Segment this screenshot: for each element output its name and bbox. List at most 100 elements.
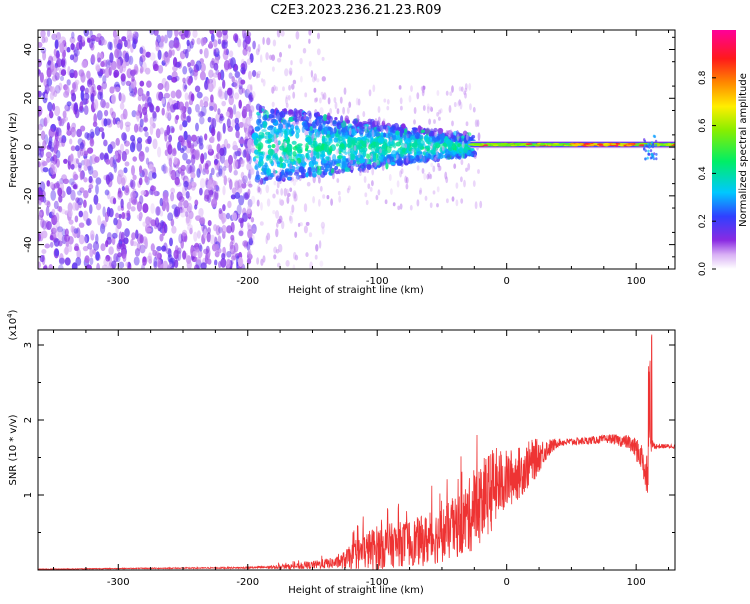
spectrogram-cell [231, 187, 237, 195]
spectrogram-cell [120, 243, 127, 251]
spectrogram-cell [259, 187, 262, 195]
spectrogram-cell [166, 101, 171, 112]
spectrogram-cell [377, 106, 381, 113]
spectrogram-cell [148, 164, 154, 172]
spectrogram-cell [152, 138, 158, 150]
spectrogram-cell [287, 119, 291, 127]
spectrogram-cell [182, 81, 187, 93]
spectrogram-cell [55, 212, 60, 223]
spectrogram-cell [145, 227, 152, 233]
spectrogram-cell [188, 67, 193, 74]
x-tick-label: -100 [366, 577, 389, 588]
spectrogram-cell [70, 163, 75, 170]
spectrogram-cell [419, 187, 423, 193]
spectrogram-cell [438, 116, 441, 121]
spectrogram-cell [108, 208, 114, 218]
spectrogram-cell [200, 153, 205, 165]
spectrogram-cell [338, 195, 342, 203]
spectrogram-cell [299, 57, 303, 65]
spectrogram-cell [223, 59, 230, 71]
spectrogram-cell [205, 168, 210, 175]
spectrogram-cell [392, 142, 397, 149]
spectrogram-cell [250, 168, 255, 175]
spectrogram-cell [444, 171, 448, 180]
spectrogram-cell [333, 137, 339, 143]
spectrogram-cell [55, 220, 60, 231]
spectrogram-cell [182, 152, 188, 161]
spectrogram-cell [644, 157, 647, 161]
spectrogram-cell [285, 96, 288, 105]
spectrogram-cell [309, 126, 313, 131]
spectrogram-cell [429, 202, 433, 209]
spectrogram-cell [193, 72, 198, 81]
spectrogram-cell [38, 161, 41, 168]
spectrogram-cell [203, 228, 207, 239]
spectrogram-cell [386, 142, 391, 147]
spectrogram-cell [279, 111, 284, 118]
spectrogram-cell [367, 125, 372, 130]
spectrogram-cell [185, 115, 191, 123]
spectrogram-cell [232, 140, 238, 150]
spectrogram-cell [620, 143, 627, 145]
spectrogram-cell [272, 170, 278, 174]
spectrogram-cell [221, 167, 226, 179]
spectrogram-cell [262, 121, 268, 129]
spectrogram-cell [293, 196, 298, 202]
spectrogram-cell [40, 130, 46, 141]
spectrogram-cell [425, 137, 430, 145]
spectrogram-cell [70, 189, 76, 201]
spectrogram-cell [252, 69, 257, 78]
spectrogram-cell [64, 105, 71, 113]
spectrogram-cell [338, 139, 343, 145]
spectrogram-cell [139, 68, 144, 74]
spectrogram-cell [207, 227, 211, 235]
spectrogram-cell [191, 181, 195, 187]
spectrogram-cell [205, 247, 211, 259]
spectrogram-cell [377, 137, 384, 144]
spectrogram-cell [135, 229, 139, 240]
spectrogram-cell [273, 170, 276, 178]
spectrogram-cell [273, 133, 277, 142]
figure-title: C2E3.2023.236.21.23.R09 [270, 3, 441, 18]
spectrogram-cell [229, 241, 234, 250]
spectrogram-cell [319, 107, 324, 115]
spectrogram-cell [338, 146, 342, 152]
spectrogram-cell [307, 149, 312, 154]
spectrogram-cell [141, 49, 147, 58]
spectrogram-cell [115, 137, 120, 146]
spectrogram-cell [447, 132, 451, 139]
spectrogram-cell [45, 151, 52, 158]
spectrogram-cell [370, 151, 376, 156]
spectrogram-cell [362, 120, 368, 125]
spectrogram-cell [99, 223, 106, 234]
spectrogram-cell [310, 167, 316, 173]
spectrogram-cell [427, 171, 431, 180]
spectrogram-cell [209, 30, 215, 35]
spectrogram-cell [61, 137, 66, 148]
spectrogram-cell [325, 164, 331, 172]
spectrogram-cell [122, 108, 128, 120]
spectrogram-cell [107, 143, 113, 154]
spectrogram-cell [242, 30, 247, 39]
spectrogram-cell [187, 77, 192, 86]
spectrogram-cell [131, 110, 137, 118]
spectrogram-cell [155, 44, 160, 52]
spectrogram-cell [446, 198, 449, 204]
spectrogram-cell [77, 162, 82, 169]
spectrogram-cell [51, 86, 56, 96]
spectrogram-cell [69, 54, 75, 61]
spectrogram-cell [214, 190, 219, 201]
spectrogram-cell [87, 165, 92, 171]
spectrogram-cell [168, 40, 175, 49]
spectrogram-cell [192, 69, 199, 77]
spectrogram-cell [424, 128, 430, 134]
spectrogram-x-axis: -300 -200 -100 0 100 [53, 30, 670, 287]
spectrogram-cell [246, 241, 251, 251]
spectrogram-cell [340, 115, 344, 124]
spectrogram-cell [316, 118, 320, 127]
spectrogram-cell [125, 80, 132, 87]
spectrogram-cell [72, 184, 78, 190]
spectrogram-cell [377, 116, 381, 124]
spectrogram-cell [174, 176, 180, 186]
